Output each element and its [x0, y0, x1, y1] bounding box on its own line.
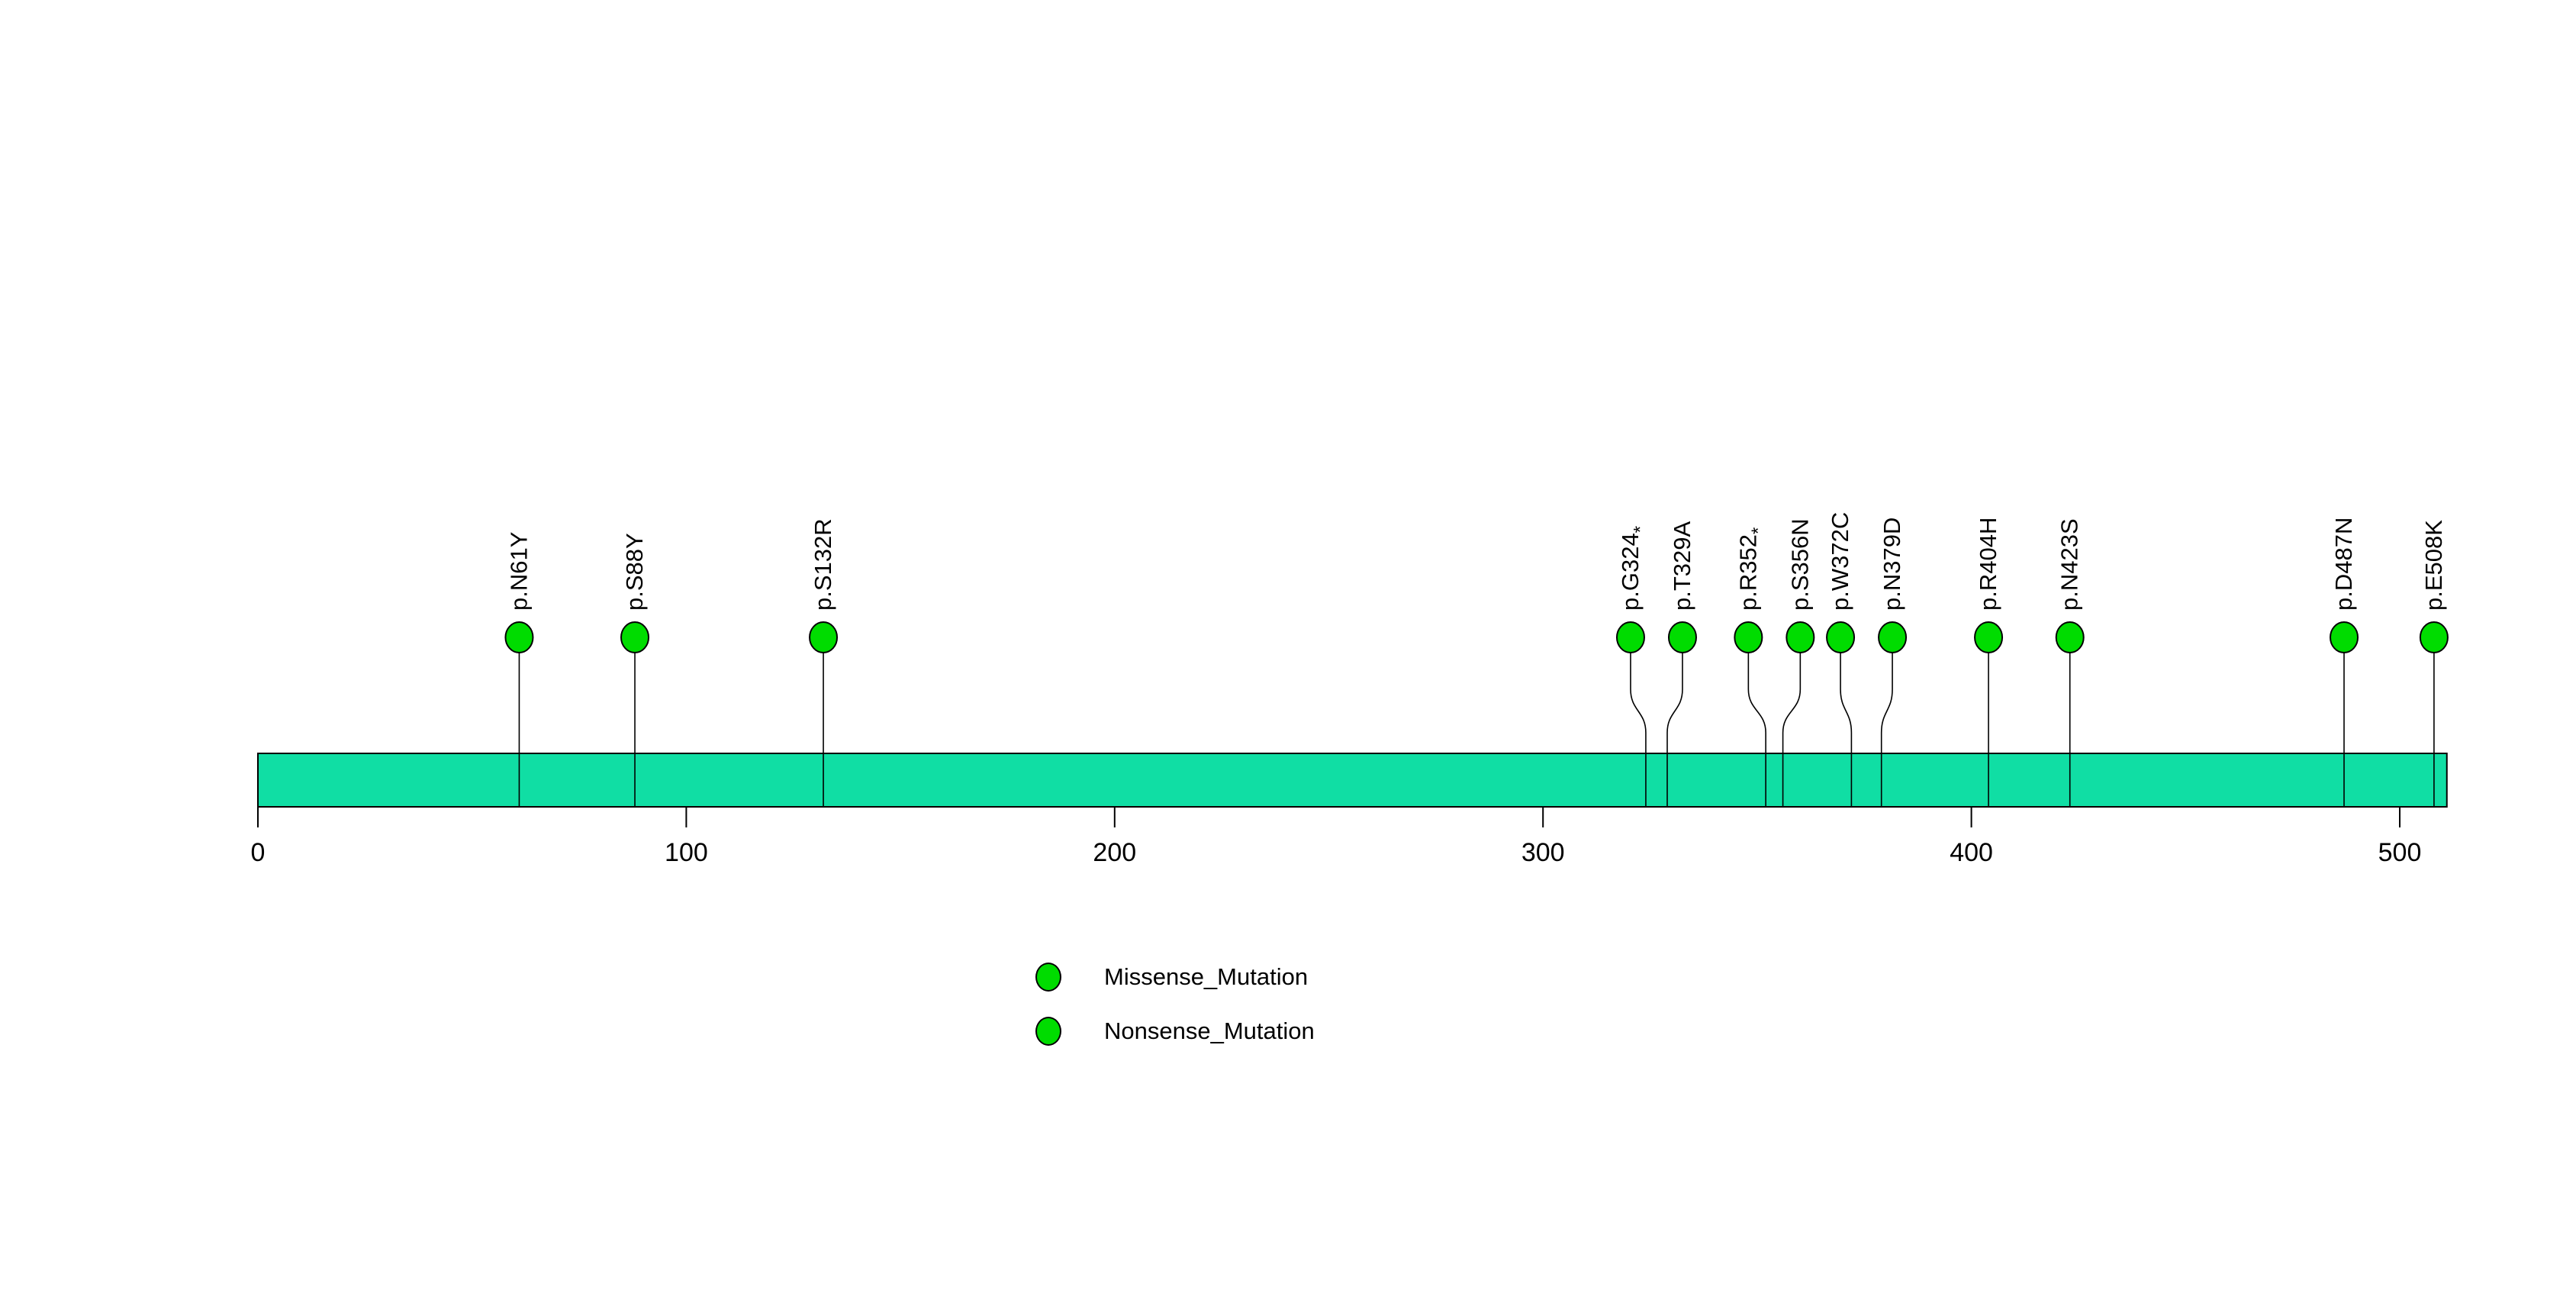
mutation-stem	[1782, 651, 1802, 807]
mutation-stem	[1880, 651, 1893, 807]
mutation-stem	[1840, 651, 1853, 807]
mutation-circle	[2330, 621, 2359, 653]
mutation-label: p.T329A	[1669, 521, 1695, 611]
axis-tick-label: 100	[665, 838, 708, 867]
legend-item-missense: Missense_Mutation	[1035, 963, 1315, 992]
mutation-stem	[1630, 651, 1647, 807]
mutation-label: p.R404H	[1975, 518, 2001, 611]
legend: Missense_Mutation Nonsense_Mutation	[1035, 963, 1315, 1046]
mutation-label: p.S356N	[1786, 518, 1813, 611]
gene-body-bar	[257, 753, 2448, 808]
axis-tick-label: 500	[2378, 838, 2422, 867]
mutation-label: p.E508K	[2420, 520, 2447, 611]
mutation-label: p.N61Y	[505, 532, 532, 611]
mutation-label: p.G324*	[1617, 526, 1651, 611]
mutation-circle	[1615, 621, 1645, 653]
mutation-circle	[1734, 621, 1763, 653]
mutation-stem	[1666, 651, 1683, 807]
mutation-circle	[620, 621, 650, 653]
mutation-label: p.R352*	[1734, 527, 1769, 611]
legend-swatch-missense	[1035, 963, 1061, 992]
axis-tick-label: 0	[251, 838, 266, 867]
mutation-label: p.N423S	[2056, 518, 2083, 611]
mutation-circle	[809, 621, 839, 653]
mutation-circle	[1878, 621, 1908, 653]
mutation-circle	[1826, 621, 1856, 653]
mutation-label: p.N379D	[1879, 518, 1905, 611]
axis-tick-label: 400	[1950, 838, 1993, 867]
mutation-circle	[1974, 621, 2004, 653]
axis-tick-label: 200	[1093, 838, 1136, 867]
legend-label-missense: Missense_Mutation	[1104, 963, 1309, 990]
mutation-circle	[2055, 621, 2085, 653]
mutation-circle	[1667, 621, 1697, 653]
mutation-circle	[504, 621, 534, 653]
mutation-label: p.W372C	[1827, 512, 1853, 611]
mutation-circle	[2419, 621, 2449, 653]
mutation-label: p.S88Y	[621, 533, 648, 611]
mutation-stem	[1747, 651, 1766, 807]
legend-swatch-nonsense	[1035, 1017, 1061, 1046]
axis-tick-label: 300	[1521, 838, 1565, 867]
legend-label-nonsense: Nonsense_Mutation	[1104, 1017, 1315, 1044]
mutation-label: p.S132R	[810, 518, 836, 611]
mutation-label: p.D487N	[2330, 518, 2357, 611]
mutation-circle	[1785, 621, 1815, 653]
legend-item-nonsense: Nonsense_Mutation	[1035, 1017, 1315, 1046]
